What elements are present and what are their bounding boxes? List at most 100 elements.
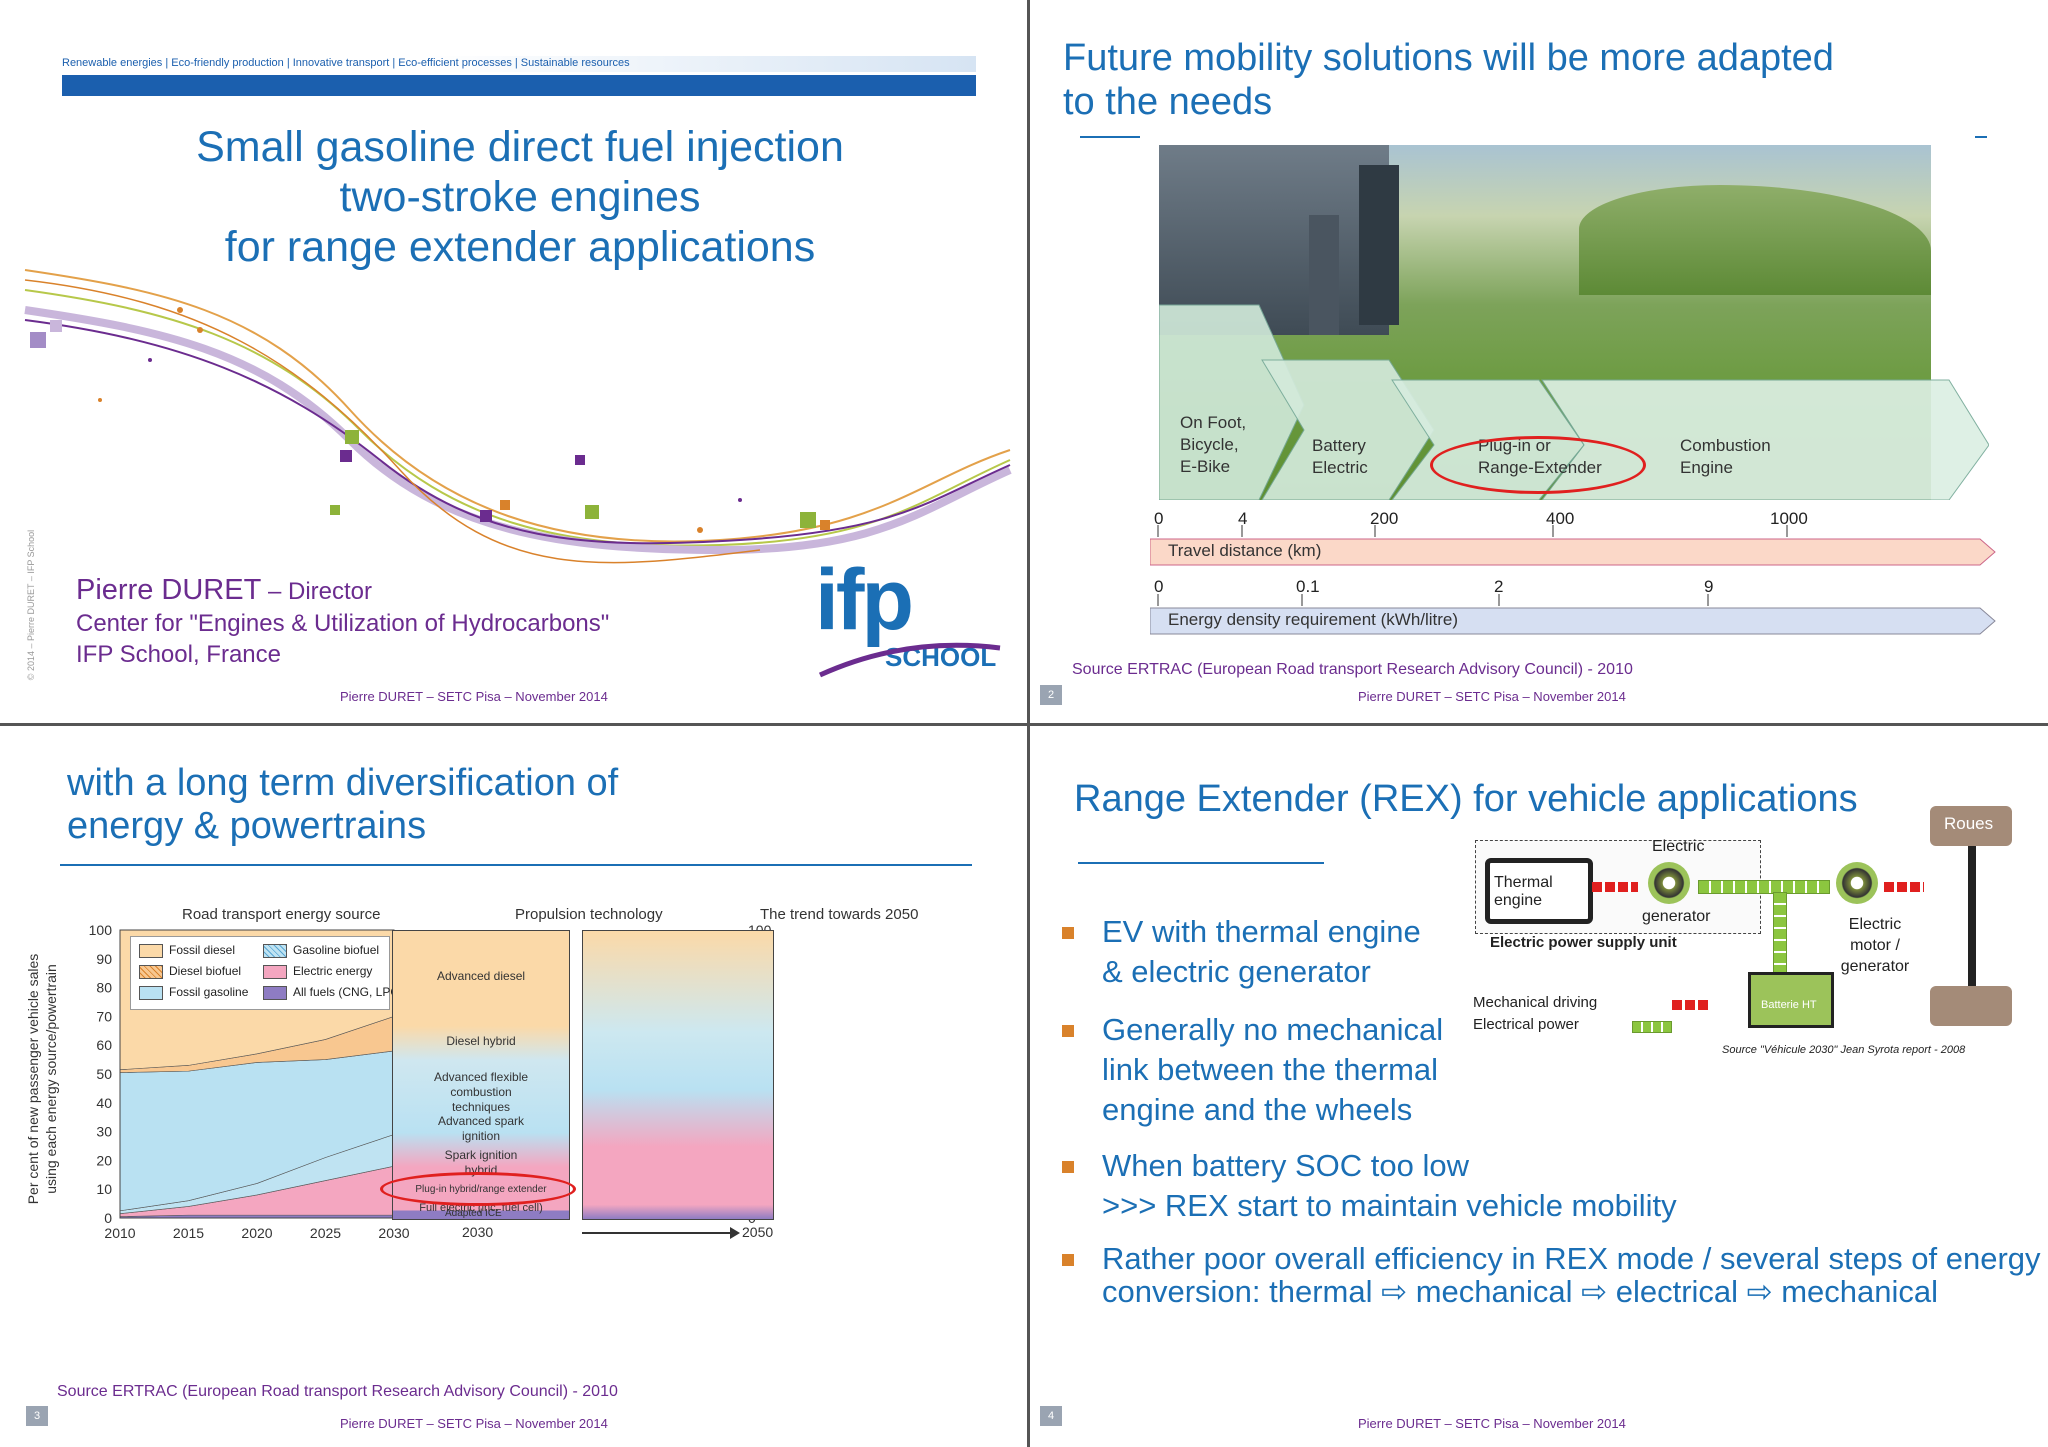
title-rule [60, 864, 972, 866]
legend-diesel-biofuel: Diesel biofuel [139, 964, 241, 979]
author-role: – Director [261, 578, 373, 605]
x-tick-2010: 2010 [104, 1225, 135, 1241]
battery-label: Batterie HT [1761, 999, 1817, 1011]
chart-panel: Per cent of new passenger vehicle sales … [25, 896, 1015, 1281]
page-number: 3 [26, 1406, 48, 1426]
mid-x-tick: 2030 [462, 1224, 494, 1240]
slide-2: Future mobility solutions will be more a… [1030, 0, 2048, 723]
y-tick-left-30: 30 [96, 1124, 112, 1140]
ifp-school-logo: ifp SCHOOL [815, 552, 1005, 680]
source-note: Source ERTRAC (European Road transport R… [1072, 661, 1633, 678]
author-name: Pierre DURET [76, 574, 262, 606]
range-extender-highlight [1430, 436, 1646, 494]
author: Pierre DURET – Director [76, 574, 372, 607]
footer-slide-1: Pierre DURET – SETC Pisa – November 2014 [340, 689, 608, 704]
panel-title-propulsion: Propulsion technology [515, 906, 663, 923]
title-rule-end [1975, 136, 1987, 138]
chevron-label-battery: Battery Electric [1312, 436, 1368, 477]
y-tick-left-60: 60 [96, 1037, 112, 1053]
motor-label: Electric motor / generator [1840, 916, 1910, 975]
y-tick-left-90: 90 [96, 951, 112, 967]
legend-all-fuels: All fuels (CNG, LPG) [263, 985, 404, 1000]
travel-distance-label: Travel distance (km) [1168, 541, 1322, 560]
affiliation-line-1: Center for "Engines & Utilization of Hyd… [76, 610, 610, 637]
copyright-vertical: © 2014 – Pierre DURET – IFP School [26, 529, 37, 681]
prop-advanced-spark: Advanced spark ignition [437, 1114, 525, 1143]
y-tick-left-100: 100 [89, 922, 113, 938]
prop-advanced-diesel: Advanced diesel [436, 969, 526, 983]
page-number: 2 [1040, 685, 1062, 705]
legend-gasoline-biofuel: Gasoline biofuel [263, 943, 379, 958]
legend-electrical-arrow [1632, 1021, 1672, 1033]
page-number: 4 [1040, 1406, 1062, 1426]
y-tick-left-80: 80 [96, 980, 112, 996]
energy-tick-9: 9 [1704, 577, 1714, 596]
trend-2050-panel [582, 930, 774, 1220]
electric-label-top: Electric [1652, 838, 1705, 855]
energy-tick-0-1: 0.1 [1296, 577, 1320, 596]
x-tick-2020: 2020 [241, 1225, 272, 1241]
energy-density-arrow [1150, 594, 1996, 635]
diagram-source: Source "Véhicule 2030" Jean Syrota repor… [1722, 1044, 1966, 1056]
panel-title-trend: The trend towards 2050 [760, 906, 919, 923]
arrow-mech-1 [1592, 882, 1638, 892]
supply-unit-label: Electric power supply unit [1490, 934, 1677, 951]
arrow-elec-down [1773, 892, 1787, 974]
slide-title: Future mobility solutions will be more a… [1063, 37, 1834, 123]
y-tick-left-20: 20 [96, 1152, 112, 1168]
x-tick-2025: 2025 [310, 1225, 341, 1241]
x-tick-2015: 2015 [173, 1225, 204, 1241]
y-tick-left-40: 40 [96, 1095, 112, 1111]
travel-tick-1000: 1000 [1770, 509, 1808, 528]
right-x-arrow [582, 1232, 732, 1234]
legend-electrical: Electrical power [1473, 1016, 1579, 1033]
battery-icon: Batterie HT [1748, 972, 1834, 1028]
travel-tick-0: 0 [1154, 509, 1164, 528]
rex-diagram: Thermal engine Electric generator Electr… [1470, 806, 2030, 1060]
generator-label: generator [1642, 908, 1711, 925]
legend-fossil-diesel: Fossil diesel [139, 943, 235, 958]
chevron-label-foot: On Foot, Bicycle, E-Bike [1180, 413, 1247, 476]
energy-tick-0: 0 [1154, 577, 1164, 596]
footer-slide-3: Pierre DURET – SETC Pisa – November 2014 [340, 1416, 608, 1431]
right-x-tick: 2050 [742, 1224, 774, 1240]
prop-adapted-ice: Adapted ICE [445, 1208, 502, 1219]
slide-title: Range Extender (REX) for vehicle applica… [1074, 778, 1858, 820]
prop-advanced-flexible: Advanced flexible combustion techniques [433, 1070, 529, 1114]
y-tick-left-0: 0 [104, 1210, 112, 1226]
arrow-elec-1 [1698, 880, 1830, 894]
slide-1: Renewable energies | Eco-friendly produc… [0, 0, 1027, 723]
title-rule [1080, 136, 1140, 138]
topbar-text: Renewable energies | Eco-friendly produc… [62, 57, 630, 69]
x-axis-ticks: 2010 2015 2020 2025 2030 [104, 1225, 409, 1241]
arrow-mech-2 [1884, 882, 1924, 892]
y-tick-left-70: 70 [96, 1008, 112, 1024]
y-tick-left-10: 10 [96, 1181, 112, 1197]
chevron-label-combustion: Combustion Engine [1680, 436, 1771, 477]
slide-4: Range Extender (REX) for vehicle applica… [1030, 726, 2048, 1447]
legend-electric-energy: Electric energy [263, 964, 372, 979]
affiliation-line-2: IFP School, France [76, 641, 281, 668]
mobility-chevrons [1159, 304, 1989, 500]
decorative-swoosh [24, 269, 1012, 564]
energy-density-label: Energy density requirement (kWh/litre) [1168, 610, 1459, 629]
topbar: Renewable energies | Eco-friendly produc… [62, 56, 976, 96]
travel-tick-400: 400 [1546, 509, 1575, 528]
legend-fossil-gasoline: Fossil gasoline [139, 985, 248, 1000]
legend-mechanical-arrow [1672, 1000, 1710, 1010]
footer-slide-2: Pierre DURET – SETC Pisa – November 2014 [1358, 689, 1626, 704]
travel-tick-200: 200 [1370, 509, 1399, 528]
logo-text-ifp: ifp [815, 552, 914, 648]
page-title: Small gasoline direct fuel injection two… [196, 123, 844, 271]
prop-diesel-hybrid: Diesel hybrid [446, 1034, 516, 1048]
y-tick-left-50: 50 [96, 1066, 112, 1082]
slide-title: with a long term diversification of ener… [67, 762, 619, 847]
panel-title-energy-source: Road transport energy source [182, 906, 381, 923]
travel-distance-arrow [1150, 525, 1996, 566]
energy-tick-2: 2 [1494, 577, 1504, 596]
divider-horizontal [0, 723, 2048, 726]
x-tick-2030: 2030 [378, 1225, 409, 1241]
chart-legend: Fossil diesel Gasoline biofuel Diesel bi… [130, 936, 404, 1010]
source-note: Source ERTRAC (European Road transport R… [57, 1383, 618, 1400]
plugin-hybrid-highlight [380, 1172, 576, 1206]
